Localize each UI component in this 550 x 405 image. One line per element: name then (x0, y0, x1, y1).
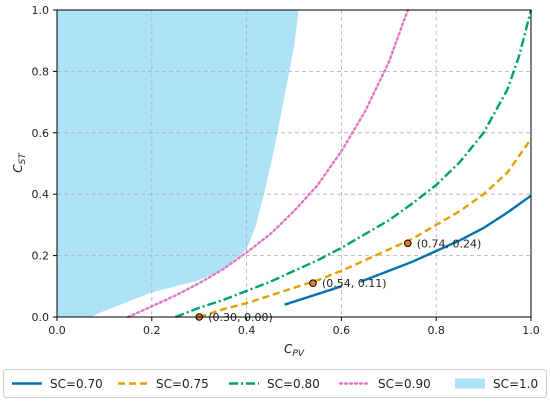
x-tick-label-4: 0.8 (427, 324, 445, 337)
legend-box (3, 369, 547, 398)
legend-label-sc-0-75: SC=0.75 (156, 377, 209, 391)
annotation-marker-1 (309, 279, 317, 288)
legend-label-sc-0-70: SC=0.70 (50, 377, 103, 391)
series-layer (126, 8, 533, 319)
y-tick-label-4: 0.8 (32, 65, 50, 78)
area-layer (57, 10, 299, 317)
legend-swatch-sc-1-0 (455, 378, 485, 389)
y-tick-label-2: 0.4 (32, 188, 50, 201)
x-axis-label-sub: PV (292, 349, 304, 359)
y-axis-label: CST (11, 152, 28, 173)
y-tick-label-3: 0.6 (32, 127, 50, 140)
y-tick-label-5: 1.0 (32, 4, 50, 17)
series-line-sc-0-75-0 (198, 138, 532, 319)
plot-frame (56, 9, 532, 318)
x-axis-label-main: C (284, 342, 293, 356)
x-tick-label-2: 0.4 (238, 324, 256, 337)
tick-layer: 0.0 0.2 0.4 0.6 0.8 1.0 0.0 0.2 0.4 0.6 0.8 1.0 (32, 4, 540, 337)
y-tick-label-1: 0.2 (32, 250, 50, 263)
legend-label-sc-0-80: SC=0.80 (267, 377, 320, 391)
series-line-sc-0-80-0 (175, 9, 533, 319)
series-line-sc-0-90-0 (126, 8, 409, 319)
annotation-marker-2 (403, 239, 412, 248)
x-tick-label-1: 0.2 (143, 324, 161, 337)
legend: SC=0.70 SC=0.75 SC=0.80 SC=0.90 SC=1.0 (3, 369, 547, 398)
annotation-label-1: (0.54, 0.11) (322, 277, 387, 290)
series-line-sc-0-70-1 (359, 194, 532, 283)
x-axis-label: CPV (284, 342, 305, 359)
area-sc-1-0 (57, 10, 299, 317)
y-axis-label-main: C (11, 164, 25, 173)
x-tick-label-5: 1.0 (522, 324, 540, 337)
annotation-label-2: (0.74, 0.24) (417, 237, 482, 250)
legend-label-sc-0-90: SC=0.90 (378, 377, 431, 391)
x-tick-label-3: 0.6 (333, 324, 351, 337)
frame-layer (56, 9, 532, 318)
x-tick-label-0: 0.0 (48, 324, 66, 337)
y-axis-label-sub: ST (18, 152, 28, 165)
legend-label-sc-1-0: SC=1.0 (493, 377, 538, 391)
y-tick-label-0: 0.0 (32, 311, 50, 324)
series-line-sc-0-70-0 (284, 285, 342, 306)
